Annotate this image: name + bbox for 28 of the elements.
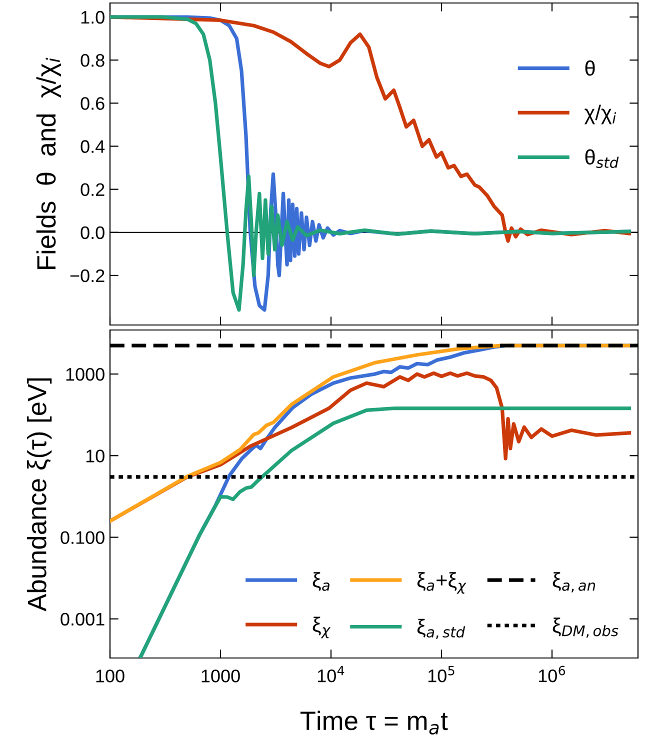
x-tick-label: 10$^{4}$ — [318, 666, 344, 682]
y-tick-label: −0.2 — [70, 269, 104, 282]
y-tick-label: 0.8 — [80, 54, 104, 67]
legend-label: θ — [585, 60, 595, 76]
legend-label: ξ$_{DM,obs}$ — [552, 618, 618, 638]
y-axis-title: Abundance ξ(τ) [eV] — [27, 378, 52, 612]
legend-label: χ/χ$_{i}$ — [584, 104, 616, 124]
x-axis-title: Time τ = m$_{a}$t — [300, 710, 448, 735]
y-tick-label: 0.6 — [80, 97, 104, 110]
legend-label: ξ$_{a}$ — [312, 572, 330, 591]
y-tick-label: 1.0 — [81, 10, 104, 24]
y-tick-label: 1000 — [66, 368, 104, 381]
y-axis-title: Fields θ and χ/χ$_{i}$ — [36, 58, 61, 269]
legend-label: ξ$_{χ}$ — [312, 616, 331, 638]
legend-label: ξ$_{a}$+ξ$_{χ}$ — [417, 572, 466, 594]
y-tick-label: 0.4 — [80, 140, 105, 153]
x-tick-label: 10$^{6}$ — [538, 666, 566, 682]
y-tick-label: 0.2 — [80, 183, 104, 196]
y-tick-label: 10 — [86, 450, 104, 462]
y-tick-label: 0.100 — [60, 531, 104, 544]
legend-label: ξ$_{a,an}$ — [552, 572, 596, 592]
x-tick-label: 1000 — [202, 670, 240, 682]
y-tick-label: 0.0 — [80, 226, 104, 240]
x-tick-label: 100 — [96, 670, 124, 682]
legend-label: θ$_{std}$ — [585, 149, 619, 168]
x-tick-label: 10$^{5}$ — [428, 666, 454, 682]
legend-label: ξ$_{a,std}$ — [417, 618, 466, 640]
y-tick-label: 0.001 — [60, 612, 104, 626]
